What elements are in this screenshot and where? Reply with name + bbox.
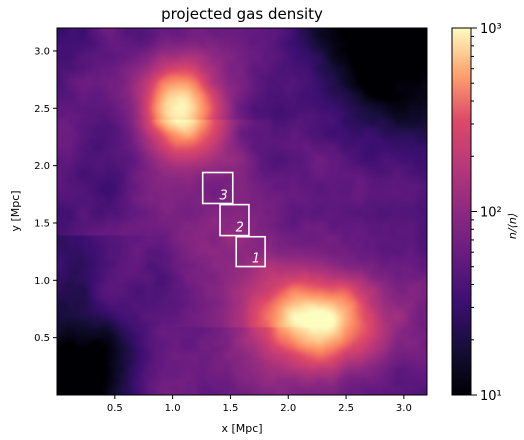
colorbar-tick-label: 10³: [480, 22, 502, 37]
colorbar-label: n/⟨n⟩: [506, 213, 519, 239]
x-tick-label: 2.0: [280, 403, 296, 414]
heatmap-area: [57, 28, 427, 395]
y-tick-label: 1.0: [34, 276, 50, 287]
plot-frame: [56, 27, 428, 396]
colorbar-tick-label: 10¹: [480, 389, 502, 404]
annotation-boxes: 1 2 3: [201, 171, 266, 268]
heatmap-image: [57, 28, 427, 395]
colorbar: [451, 27, 472, 396]
x-axis-label: x [Mpc]: [221, 422, 262, 435]
colorbar-ticks: 10¹ 10² 10³: [471, 22, 502, 404]
colorbar-tick-label: 10²: [480, 206, 502, 221]
y-tick-label: 1.5: [34, 218, 50, 229]
region-box-label: 3: [219, 188, 227, 203]
x-axis-ticks: 0.5 1.0 1.5 2.0 2.5 3.0: [107, 395, 412, 414]
y-tick-label: 0.5: [34, 333, 50, 344]
region-box-2: [219, 203, 250, 237]
y-axis-label: y [Mpc]: [9, 190, 22, 231]
chart-title: projected gas density: [161, 5, 323, 23]
y-tick-label: 2.5: [34, 104, 50, 115]
region-box-label: 1: [252, 252, 260, 267]
x-tick-label: 1.0: [165, 403, 181, 414]
x-tick-label: 2.5: [338, 403, 354, 414]
x-tick-label: 1.5: [222, 403, 238, 414]
y-tick-label: 2.0: [34, 161, 50, 172]
x-tick-label: 0.5: [107, 403, 123, 414]
y-axis-ticks: 0.5 1.0 1.5 2.0 2.5 3.0: [34, 46, 57, 344]
region-box-3: [201, 171, 234, 205]
y-tick-label: 3.0: [34, 46, 50, 57]
region-box-label: 2: [236, 221, 244, 236]
region-box-1: [235, 235, 266, 268]
x-tick-label: 3.0: [396, 403, 412, 414]
